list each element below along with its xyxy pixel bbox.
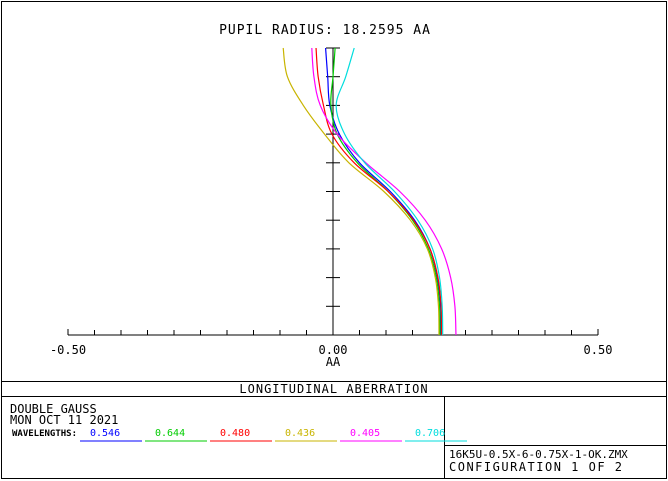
wavelength-value: 0.480 bbox=[220, 428, 250, 439]
wavelength-value: 0.405 bbox=[350, 428, 380, 439]
series-lines bbox=[282, 47, 457, 336]
series-line-4 bbox=[282, 47, 440, 336]
wavelength-value: 0.706 bbox=[415, 428, 445, 439]
x-tick-label: 0.00 bbox=[319, 343, 348, 357]
wavelengths-label: WAVELENGTHS: bbox=[12, 429, 77, 439]
x-tick-labels: -0.50 0.00 0.50 bbox=[50, 343, 613, 357]
wavelength-value: 0.546 bbox=[90, 428, 120, 439]
chart-title: PUPIL RADIUS: 18.2595 AA bbox=[219, 23, 431, 38]
x-axis-label: AA bbox=[326, 355, 341, 369]
series-line-2 bbox=[330, 47, 441, 336]
x-tick-label: -0.50 bbox=[50, 343, 86, 357]
date-text: MON OCT 11 2021 bbox=[10, 413, 118, 427]
configuration-text: CONFIGURATION 1 OF 2 bbox=[449, 460, 624, 474]
file-name: 16K5U-0.5X-6-0.75X-1-OK.ZMX bbox=[449, 448, 628, 461]
wavelength-legend: 0.546 0.644 0.480 0.436 0.405 0.706 bbox=[80, 428, 467, 442]
series-line-3 bbox=[315, 47, 443, 336]
wavelength-value: 0.644 bbox=[155, 428, 185, 439]
series-line-5 bbox=[311, 47, 457, 336]
axis-ticks bbox=[67, 47, 599, 335]
wavelength-value: 0.436 bbox=[285, 428, 315, 439]
lens-title: DOUBLE GAUSS bbox=[10, 402, 97, 416]
plot-name: LONGITUDINAL ABERRATION bbox=[239, 382, 428, 396]
x-tick-label: 0.50 bbox=[584, 343, 613, 357]
series-line-6 bbox=[335, 47, 444, 336]
